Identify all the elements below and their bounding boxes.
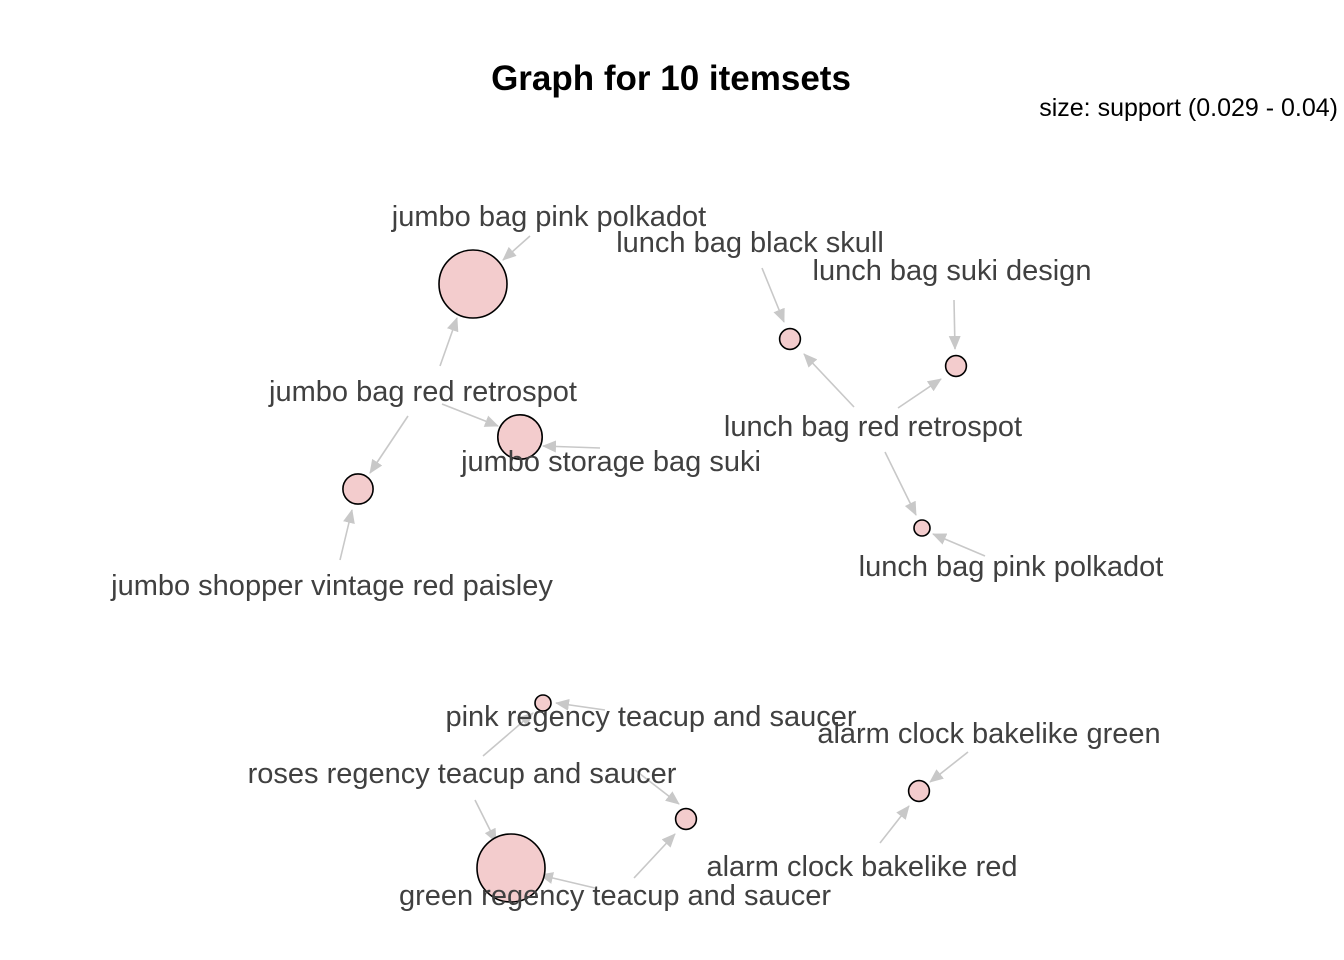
item-label-grts: green regency teacup and saucer	[399, 880, 831, 912]
edge-rrts-to-s8	[474, 799, 497, 843]
graph-title: Graph for 10 itemsets	[491, 59, 851, 98]
item-label-acbg: alarm clock bakelike green	[817, 718, 1160, 750]
item-label-lbsd: lunch bag suki design	[813, 255, 1092, 287]
edge-jbrr-to-s1	[439, 317, 459, 367]
edge-acbr-to-s10	[879, 805, 910, 844]
itemset-node-s5	[944, 354, 968, 378]
itemset-node-s3	[342, 473, 374, 505]
edge-lbrr-to-s5	[897, 378, 942, 409]
itemset-node-s1	[438, 249, 508, 319]
item-label-acbr: alarm clock bakelike red	[706, 851, 1017, 883]
edge-lbrr-to-s4	[803, 353, 855, 408]
edge-lbbs-to-s4	[761, 267, 785, 323]
itemset-node-s8	[476, 833, 546, 903]
itemset-node-s9	[674, 807, 698, 831]
edge-jbpp-to-s1	[502, 235, 531, 261]
item-label-lbrr: lunch bag red retrospot	[724, 411, 1022, 443]
edge-lbpp-to-s6	[932, 533, 986, 557]
item-label-prts: pink regency teacup and saucer	[445, 701, 856, 733]
item-labels-layer: jumbo bag pink polkadot jumbo bag red ret…	[110, 201, 1163, 912]
item-label-jbpp: jumbo bag pink polkadot	[391, 201, 706, 233]
edge-jbrr-to-s3	[369, 415, 409, 474]
edge-grts-to-s9	[633, 833, 676, 879]
item-label-jbrr: jumbo bag red retrospot	[268, 376, 577, 408]
item-label-lbbs: lunch bag black skull	[616, 227, 884, 259]
itemset-nodes-layer	[342, 249, 968, 903]
item-label-lbpp: lunch bag pink polkadot	[859, 551, 1164, 583]
itemset-node-s4	[778, 327, 802, 351]
edge-prts-to-s7	[555, 698, 606, 711]
edge-jsvrp-to-s3	[339, 509, 355, 561]
itemset-node-s2	[496, 413, 543, 460]
itemset-node-s6	[913, 519, 931, 537]
item-label-jsbs: jumbo storage bag suki	[460, 446, 761, 478]
edge-grts-to-s8	[539, 872, 596, 889]
itemset-node-s7	[534, 694, 552, 712]
edge-jsbs-to-s2	[542, 440, 601, 453]
edge-jbrr-to-s2	[441, 403, 499, 427]
item-label-jsvrp: jumbo shopper vintage red paisley	[110, 570, 553, 602]
edge-lbrr-to-s6	[884, 451, 917, 516]
size-legend: size: support (0.029 - 0.04)	[1039, 94, 1338, 122]
itemset-node-s10	[907, 779, 931, 803]
edges-layer	[339, 235, 986, 889]
edge-acbg-to-s10	[929, 751, 969, 783]
edge-rrts-to-s7	[482, 712, 534, 757]
edge-rrts-to-s9	[634, 769, 680, 805]
item-label-rrts: roses regency teacup and saucer	[248, 758, 677, 790]
edge-lbsd-to-s5	[948, 299, 961, 350]
